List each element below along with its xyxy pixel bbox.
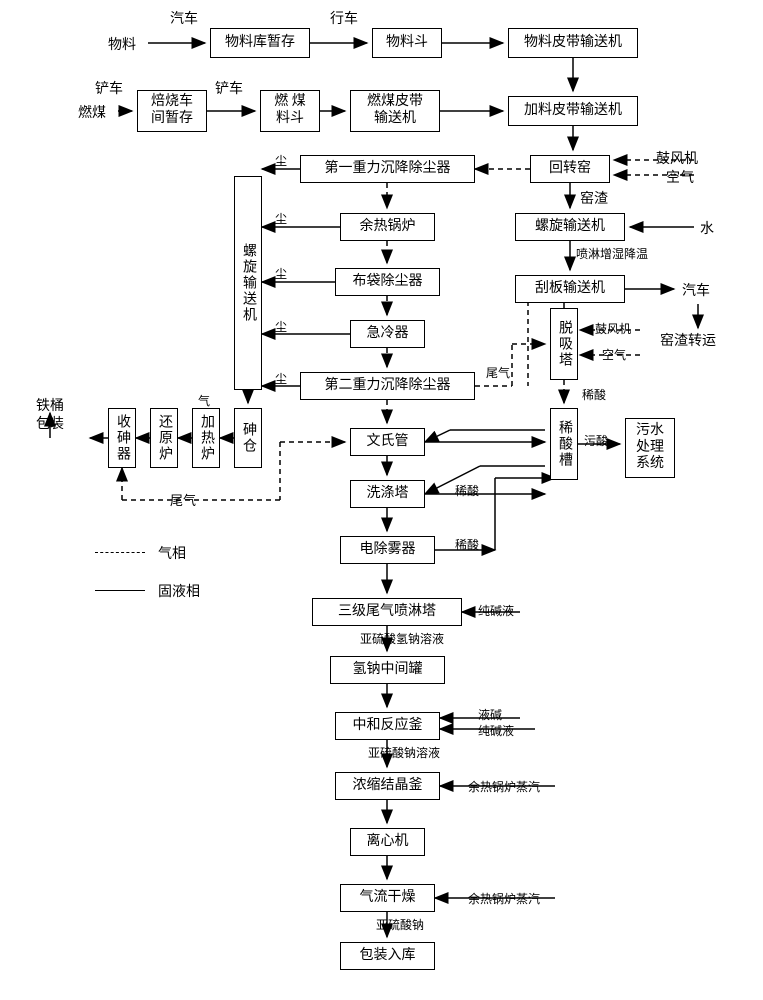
node-shencang: 砷仓	[234, 408, 262, 468]
legend-dash-line	[95, 552, 145, 553]
label-naoh: 液碱	[478, 706, 502, 723]
node-zhfyf: 中和反应釜	[335, 712, 440, 740]
node-qnzjg: 氢钠中间罐	[330, 656, 445, 684]
label-loader2: 铲车	[215, 78, 243, 98]
node-lxssj_v: 螺旋输送机	[234, 176, 262, 390]
label-dilute3: 稀酸	[455, 536, 479, 553]
label-na2so3: 亚硫酸钠	[376, 916, 424, 933]
label-car-top: 汽车	[170, 8, 198, 28]
label-car-r: 汽车	[682, 280, 710, 300]
node-bzrk: 包装入库	[340, 942, 435, 970]
node-wlpd: 物料皮带输送机	[508, 28, 638, 58]
label-spray: 喷淋增湿降温	[576, 245, 648, 262]
label-material: 物料	[108, 34, 136, 54]
label-soda2: 纯碱液	[478, 722, 514, 739]
node-jlpd: 加料皮带输送机	[508, 96, 638, 126]
label-drum-pack: 铁桶 包装	[36, 398, 64, 434]
label-gas: 气	[198, 392, 210, 409]
node-hzy: 回转窑	[530, 155, 610, 183]
label-tailgas2: 尾气	[170, 490, 196, 509]
label-kiln-slag: 窑渣	[580, 188, 608, 208]
node-nzjjf: 浓缩结晶釜	[335, 772, 440, 800]
label-water: 水	[700, 218, 714, 238]
node-dcwq: 电除雾器	[340, 536, 435, 564]
legend-solid-line	[95, 590, 145, 591]
label-nahso3: 亚硫酸氢钠溶液	[360, 630, 444, 647]
label-tailgas1: 尾气	[486, 364, 510, 381]
node-wld: 物料斗	[372, 28, 442, 58]
label-air2: 空气	[602, 346, 626, 363]
node-rmpd: 燃煤皮带 输送机	[350, 90, 440, 132]
legend-solid-label: 固液相	[158, 581, 200, 601]
node-gbssj: 刮板输送机	[515, 275, 625, 303]
node-rmld: 燃 煤 料斗	[260, 90, 320, 132]
node-lxj: 离心机	[350, 828, 425, 856]
label-dust3: 尘	[275, 265, 287, 282]
legend-gas-label: 气相	[158, 543, 186, 563]
label-coal: 燃煤	[78, 102, 106, 122]
label-dilute2: 稀酸	[455, 482, 479, 499]
node-pscj: 焙烧车 间暂存	[137, 90, 207, 132]
label-blower2: 鼓风机	[595, 320, 631, 337]
node-d1zl: 第一重力沉降除尘器	[300, 155, 475, 183]
node-jrl: 加热炉	[192, 408, 220, 468]
node-yrgl: 余热锅炉	[340, 213, 435, 241]
label-dust5: 尘	[275, 370, 287, 387]
node-xdt: 洗涤塔	[350, 480, 425, 508]
node-xsc: 稀酸槽	[550, 408, 578, 480]
node-jlq: 急冷器	[350, 320, 425, 348]
label-dirty-acid: 污酸	[584, 432, 608, 449]
node-sjwq: 三级尾气喷淋塔	[312, 598, 462, 626]
label-soda1: 纯碱液	[478, 602, 514, 619]
node-sshq: 收砷器	[108, 408, 136, 468]
node-wlkzc: 物料库暂存	[210, 28, 310, 58]
label-dust2: 尘	[275, 210, 287, 227]
node-wsg: 文氏管	[350, 428, 425, 456]
node-qlgz: 气流干燥	[340, 884, 435, 912]
label-steam1: 余热锅炉蒸汽	[468, 778, 540, 795]
node-wscl: 污水 处理 系统	[625, 418, 675, 478]
node-d2zl: 第二重力沉降除尘器	[300, 372, 475, 400]
label-dust1: 尘	[275, 152, 287, 169]
node-lxssj: 螺旋输送机	[515, 213, 625, 241]
label-crane: 行车	[330, 8, 358, 28]
node-bdcc: 布袋除尘器	[335, 268, 440, 296]
label-loader1: 铲车	[95, 78, 123, 98]
label-dilute1: 稀酸	[582, 386, 606, 403]
label-na2so3-sol: 亚硫酸钠溶液	[368, 744, 440, 761]
label-dust4: 尘	[275, 318, 287, 335]
label-slag-transport: 窑渣转运	[660, 330, 716, 350]
node-txt: 脱吸塔	[550, 308, 578, 380]
label-blower1: 鼓风机	[656, 148, 698, 168]
label-air1: 空气	[666, 167, 694, 187]
label-steam2: 余热锅炉蒸汽	[468, 890, 540, 907]
node-hyl: 还原炉	[150, 408, 178, 468]
